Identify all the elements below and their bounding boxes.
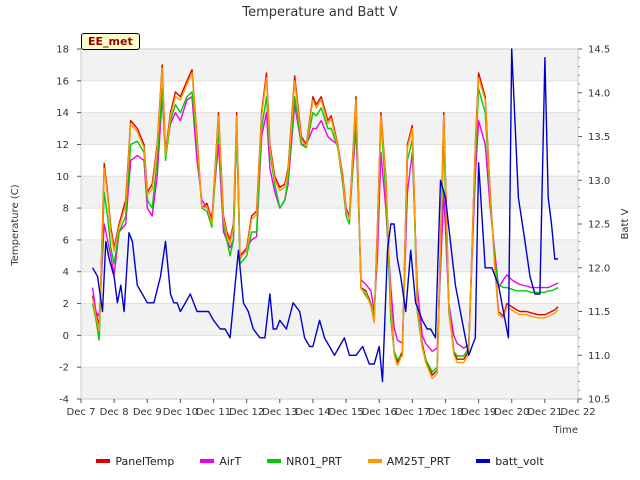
x-tick-label: Dec 20	[494, 407, 529, 418]
y-tick-label: 2	[63, 299, 69, 310]
x-tick-label: Dec 16	[362, 407, 397, 418]
y2-tick-label: 13.5	[588, 132, 610, 143]
grid-band	[81, 49, 578, 81]
legend-item-batt-volt: batt_volt	[476, 454, 544, 468]
legend-swatch	[96, 459, 111, 463]
y-axis-right: 10.5 11.0 11.5 12.0 12.5 13.0 13.5 14.0 14.5	[578, 45, 610, 406]
series-lines	[91, 48, 559, 383]
y-tick-label: 0	[63, 331, 69, 342]
x-tick-label: Dec 12	[229, 407, 264, 418]
series-line-batt-volt	[91, 48, 559, 383]
legend-swatch	[367, 459, 382, 463]
x-tick-label: Dec 19	[461, 407, 496, 418]
grid-band	[81, 303, 578, 336]
y2-tick-label: 14.0	[588, 88, 610, 99]
plot-background-bands	[81, 48, 578, 400]
y2-tick-label: 14.5	[588, 45, 610, 56]
grid-band	[81, 239, 578, 272]
y-tick-label: 10	[56, 172, 69, 183]
y-tick-label: 4	[63, 267, 69, 278]
y-tick-label: 8	[63, 204, 69, 215]
legend-item-nr01-prt: NR01_PRT	[267, 455, 342, 468]
y-tick-label: -4	[59, 395, 69, 406]
y-tick-label: -2	[59, 363, 69, 374]
y-tick-label: 12	[56, 140, 69, 151]
x-tick-label: Dec 13	[262, 407, 297, 418]
y2-tick-label: 11.5	[588, 307, 610, 318]
chart-title: Temperature and Batt V	[241, 5, 397, 20]
y-tick-label: 14	[56, 108, 69, 119]
x-tick-label: Dec 17	[395, 407, 430, 418]
legend-label: PanelTemp	[115, 454, 175, 468]
legend-item-airt: AirT	[200, 455, 241, 468]
y2-tick-label: 12.0	[588, 263, 610, 274]
y-tick-label: 16	[56, 76, 69, 87]
y2-tick-label: 12.5	[588, 220, 610, 231]
y-axis-left: -4 -2 0 2 4 6 8 10 12 14 16 18	[56, 45, 81, 406]
chart-legend: PanelTemp AirT NR01_PRT AM25T_PRT batt_volt	[0, 451, 640, 471]
y2-axis-title: Batt V	[620, 208, 631, 239]
legend-swatch	[476, 459, 491, 463]
legend-swatch	[267, 459, 282, 463]
series-line-am25t-prt	[91, 67, 559, 379]
x-tick-label: Dec 15	[328, 407, 363, 418]
x-tick-label: Dec 18	[428, 407, 463, 418]
x-tick-label: Dec 8	[100, 407, 129, 418]
y-tick-label: 6	[63, 235, 69, 246]
legend-label: AM25T_PRT	[386, 454, 451, 468]
y-tick-label: 18	[56, 45, 69, 56]
y-axis-title: Temperature (C)	[10, 184, 21, 266]
legend-item-paneltemp: PanelTemp	[96, 455, 174, 468]
x-tick-label: Dec 11	[196, 407, 231, 418]
y2-tick-label: 13.0	[588, 176, 610, 187]
grid-band	[81, 176, 578, 209]
legend-item-am25t-prt: AM25T_PRT	[367, 454, 451, 468]
site-label-badge: EE_met	[81, 33, 140, 50]
x-tick-label: Dec 14	[295, 407, 330, 418]
legend-swatch	[200, 459, 215, 463]
y2-tick-label: 11.0	[588, 351, 610, 362]
legend-label: AirT	[219, 454, 242, 468]
legend-label: batt_volt	[495, 454, 544, 468]
grid-band	[81, 367, 578, 399]
x-tick-label: Dec 10	[163, 407, 198, 418]
x-axis-title: Time	[553, 425, 578, 436]
x-tick-label: Dec 9	[133, 407, 162, 418]
y2-tick-label: 10.5	[588, 395, 610, 406]
legend-label: NR01_PRT	[286, 454, 342, 468]
x-tick-label: Dec 7	[67, 407, 96, 418]
x-tick-label: Dec 22	[560, 407, 595, 418]
x-tick-label: Dec 21	[527, 407, 562, 418]
